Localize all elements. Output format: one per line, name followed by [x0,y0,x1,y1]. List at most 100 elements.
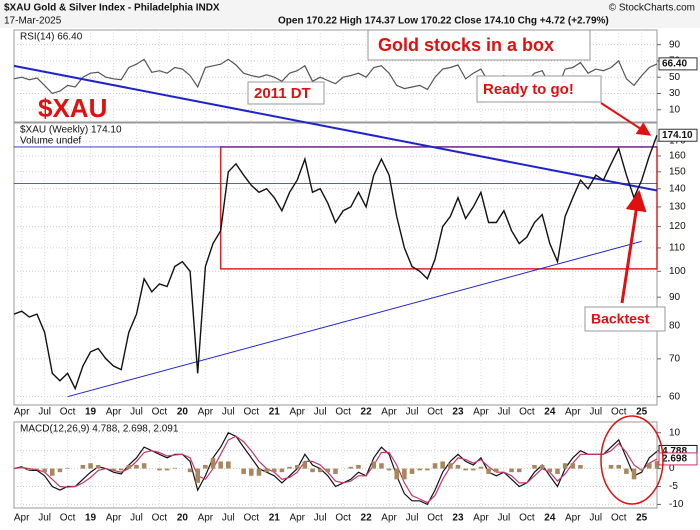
histogram-bar [111,468,116,471]
chart-title: $XAU Gold & Silver Index - Philadelphia … [4,3,220,14]
annotation: $XAU [38,93,107,123]
histogram-bar [639,468,644,471]
x-tick-label: Apr [473,513,489,524]
histogram-bar [19,467,24,469]
x-tick-label: Jul [498,513,511,524]
histogram-bar [631,468,637,480]
x-tick-label: Apr [565,513,581,524]
x-tick-label: Jul [314,407,327,418]
histogram-bar [157,468,162,471]
histogram-bar [88,463,93,469]
histogram-bar [371,461,377,469]
x-tick-label: Apr [198,407,214,418]
plots: 9070503010RSI(14) 66.4066.40170160150140… [13,29,698,524]
histogram-bar [425,468,430,471]
annotation: 2011 DT [254,85,311,102]
histogram-bar [118,468,124,471]
x-tick-label: 20 [177,407,189,418]
x-tick-label: Jul [130,407,143,418]
x-tick-label: Jul [589,407,602,418]
annotation-box [367,29,591,61]
x-tick-label: Oct [244,407,260,418]
histogram-bar [95,465,101,469]
histogram-bar [333,468,338,474]
histogram-bar [516,468,522,473]
panel [13,421,658,509]
x-tick-label: Apr [473,407,489,418]
histogram-bar [195,468,200,483]
histogram-bar [478,466,484,469]
x-tick-label: 23 [452,513,464,524]
x-tick-label: Jul [38,407,51,418]
x-tick-label: Oct [335,513,351,524]
histogram-bar [317,468,323,473]
x-tick-label: Apr [198,513,214,524]
histogram-bar [448,463,453,469]
x-tick-label: Jul [406,513,419,524]
y-tick-label: 130 [669,202,686,213]
x-tick-label: Oct [427,513,443,524]
histogram-bar [386,468,392,471]
y-tick-label: 30 [669,88,681,99]
histogram-bar [394,468,400,480]
y-tick-label: 0 [669,463,675,474]
arrow [620,189,647,304]
histogram-bar [608,465,614,469]
arrow [600,102,652,136]
histogram-bar [164,468,170,471]
histogram-bar [302,461,308,469]
histogram-bar [348,466,354,469]
x-tick-label: Apr [381,407,397,418]
x-tick-label: 21 [269,513,281,524]
x-tick-label: 23 [452,407,464,418]
histogram-bar [310,468,315,473]
histogram-bar [271,468,277,473]
histogram-bar [509,468,514,473]
x-tick-label: Oct [335,407,351,418]
x-tick-label: Oct [60,513,76,524]
y-tick-label: 120 [669,221,686,232]
x-tick-label: Jul [130,513,143,524]
histogram-bar [256,468,262,476]
x-tick-label: 21 [269,407,281,418]
y-tick-label: 100 [669,266,686,277]
y-tick-label: 110 [669,243,685,254]
histogram-bar [325,468,331,473]
annotations: Gold stocks in a box 2011 DT $XAU Ready … [38,29,666,505]
subtitle: Volume undef [20,136,81,147]
x-tick-label: 24 [544,407,556,418]
histogram-bar [356,465,361,469]
annotation: Gold stocks in a box [378,35,554,55]
x-tick-label: Oct [244,513,260,524]
y-tick-label: 90 [669,39,681,50]
histogram-bar [547,468,553,473]
source: © StockCharts.com [609,3,695,14]
x-tick-label: 20 [177,513,189,524]
histogram-bar [493,468,499,473]
histogram-bar [210,457,216,469]
legend-label: $XAU (Weekly) 174.10 [20,125,122,136]
y-tick-label: 10 [669,427,681,438]
annotation-box [584,306,666,332]
x-tick-label: Jul [406,407,419,418]
histogram-bar [42,468,47,473]
annotation-box [476,75,602,103]
trendline [13,64,658,192]
histogram-bar [402,468,407,480]
histogram-bar [432,463,438,469]
histogram-bar [249,468,254,476]
value-tag [658,57,698,71]
histogram-bar [172,467,178,469]
histogram-bar [578,465,583,469]
histogram-bar [279,468,285,473]
histogram-bar [134,465,139,469]
histogram-bar [624,468,629,474]
histogram-bar [80,465,86,469]
x-tick-label: Oct [519,407,535,418]
histogram-bar [463,468,468,471]
value-tag-label: 174.10 [662,130,693,141]
histogram-bar [264,468,269,473]
y-tick-label: 150 [669,166,686,177]
y-tick-label: -10 [669,499,684,510]
x-tick-label: Apr [14,407,30,418]
